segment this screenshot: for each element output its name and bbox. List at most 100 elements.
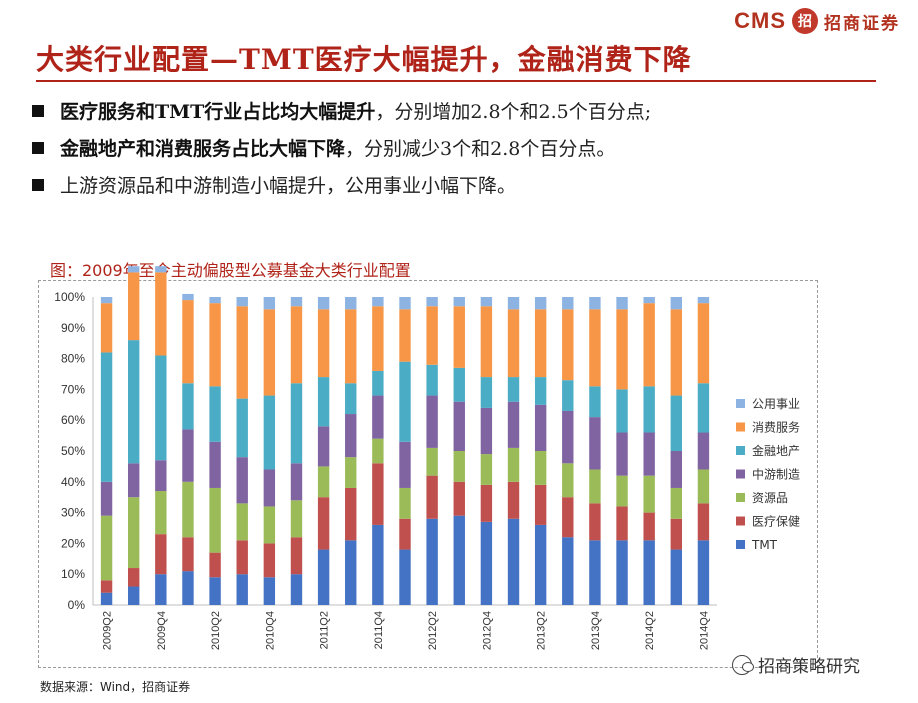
bar-segment bbox=[616, 297, 628, 310]
bar-segment bbox=[453, 297, 465, 307]
bar-segment bbox=[209, 297, 221, 304]
y-tick-label: 60% bbox=[61, 413, 85, 427]
title-divider bbox=[36, 80, 876, 82]
legend-label: TMT bbox=[751, 538, 778, 552]
bar-segment bbox=[643, 432, 655, 476]
bar-segment bbox=[100, 515, 113, 581]
bar-segment bbox=[562, 297, 574, 310]
bar-segment bbox=[534, 451, 547, 485]
bar-segment bbox=[616, 389, 628, 433]
bar-segment bbox=[562, 309, 574, 381]
legend-swatch bbox=[736, 540, 745, 549]
bar-segment bbox=[317, 549, 330, 605]
bar-segment bbox=[589, 540, 601, 605]
bar-segment bbox=[372, 438, 384, 464]
chart-frame bbox=[38, 280, 818, 668]
bar-segment bbox=[236, 306, 248, 399]
bar-segment bbox=[127, 568, 140, 587]
legend-label: 医疗保健 bbox=[752, 515, 800, 529]
bar-segment bbox=[399, 549, 411, 605]
bar-segment bbox=[317, 497, 330, 550]
bar-segment bbox=[562, 463, 574, 498]
bar-segment bbox=[534, 524, 547, 605]
bullet-bold-text: 金融地产和消费服务占比大幅下降 bbox=[60, 138, 346, 160]
bar-segment bbox=[453, 367, 465, 402]
bar-segment bbox=[534, 377, 547, 405]
legend-swatch bbox=[736, 493, 745, 502]
legend-label: 资源品 bbox=[752, 491, 788, 505]
bullet-item: 上游资源品和中游制造小幅提升，公用事业小幅下降。 bbox=[32, 166, 892, 203]
y-tick-label: 80% bbox=[61, 352, 85, 366]
bar-segment bbox=[426, 395, 438, 448]
bar-segment bbox=[209, 441, 221, 488]
x-tick-label: 2010Q4 bbox=[264, 611, 276, 650]
bullet-square-icon bbox=[32, 141, 44, 154]
bar-segment bbox=[100, 481, 113, 516]
bar-segment bbox=[670, 487, 683, 519]
bar-segment bbox=[182, 383, 194, 430]
bar-segment bbox=[670, 297, 683, 310]
bar-segment bbox=[697, 383, 710, 433]
bar-segment bbox=[372, 524, 384, 605]
legend-swatch bbox=[736, 399, 745, 408]
bullet-square-icon bbox=[32, 104, 44, 117]
bar-segment bbox=[236, 398, 248, 458]
bar-segment bbox=[209, 386, 221, 442]
bar-segment bbox=[290, 537, 303, 575]
chart-title: 图：2009年至今主动偏股型公募基金大类行业配置 bbox=[50, 261, 411, 280]
x-tick-label: 2009Q2 bbox=[102, 611, 114, 650]
bar-segment bbox=[236, 297, 248, 307]
bar-segment bbox=[317, 377, 330, 427]
legend-label: 金融地产 bbox=[752, 443, 800, 458]
bar-segment bbox=[372, 297, 384, 307]
y-tick-label: 40% bbox=[61, 475, 85, 489]
bar-segment bbox=[100, 303, 113, 353]
x-tick-label: 2012Q4 bbox=[481, 611, 493, 650]
logo-mark-icon: 招 bbox=[792, 8, 818, 34]
bar-segment bbox=[534, 484, 547, 525]
bar-segment bbox=[643, 297, 655, 304]
bar-segment bbox=[426, 447, 438, 476]
bar-segment bbox=[345, 383, 357, 415]
bar-segment bbox=[155, 491, 167, 535]
bar-segment bbox=[534, 309, 547, 378]
bar-segment bbox=[209, 303, 221, 387]
bar-segment bbox=[453, 515, 465, 605]
bar-segment bbox=[317, 426, 330, 467]
bar-segment bbox=[480, 306, 493, 378]
bullet-text: 上游资源品和中游制造小幅提升，公用事业小幅下降。 bbox=[60, 175, 517, 197]
bar-segment bbox=[127, 340, 140, 464]
x-tick-label: 2010Q2 bbox=[210, 611, 222, 650]
bar-segment bbox=[643, 512, 655, 541]
bar-segment bbox=[209, 577, 221, 605]
x-tick-label: 2012Q2 bbox=[427, 611, 439, 650]
bar-segment bbox=[480, 521, 493, 605]
bar-segment bbox=[155, 534, 167, 575]
watermark: 招商策略研究 bbox=[732, 652, 860, 677]
bar-segment bbox=[697, 297, 710, 304]
bar-segment bbox=[263, 506, 276, 544]
bar-segment bbox=[507, 481, 520, 519]
bar-segment bbox=[670, 451, 683, 488]
bar-segment bbox=[480, 297, 493, 307]
bar-segment bbox=[263, 395, 276, 470]
bar-segment bbox=[345, 457, 357, 488]
bar-segment bbox=[127, 272, 140, 341]
x-tick-label: 2009Q4 bbox=[156, 611, 168, 650]
bar-segment bbox=[290, 297, 303, 307]
bar-segment bbox=[453, 451, 465, 482]
wechat-icon bbox=[732, 654, 754, 675]
bar-segment bbox=[453, 306, 465, 368]
bar-segment bbox=[100, 580, 113, 593]
bar-segment bbox=[290, 306, 303, 384]
bar-segment bbox=[236, 503, 248, 541]
bar-segment bbox=[507, 401, 520, 448]
bar-segment bbox=[236, 574, 248, 605]
bar-segment bbox=[426, 306, 438, 365]
bar-segment bbox=[399, 361, 411, 442]
legend-swatch bbox=[736, 469, 745, 479]
legend-label: 消费服务 bbox=[752, 420, 800, 435]
legend-label: 公用事业 bbox=[752, 397, 800, 411]
bar-segment bbox=[589, 417, 601, 470]
bar-segment bbox=[480, 377, 493, 408]
